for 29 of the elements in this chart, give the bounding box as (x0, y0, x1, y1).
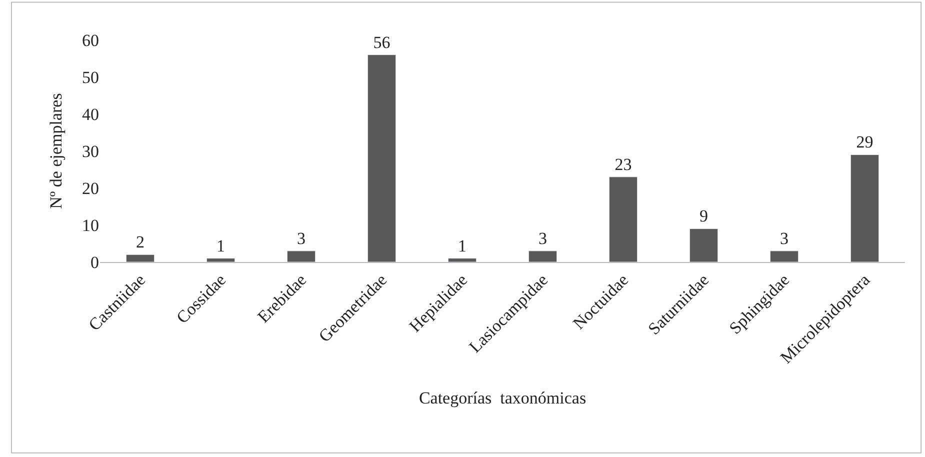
data-label: 3 (297, 228, 306, 248)
bar (850, 154, 880, 262)
bar (770, 250, 799, 262)
data-label: 29 (856, 132, 874, 152)
bar (206, 258, 236, 262)
data-label: 2 (136, 232, 144, 252)
y-tick-label: 0 (90, 252, 99, 272)
y-tick-label: 20 (82, 178, 99, 198)
bar (126, 254, 155, 262)
bar (286, 250, 316, 262)
data-label: 1 (458, 236, 466, 256)
bar (689, 228, 718, 262)
y-axis-title: Nº de ejemplares (46, 93, 66, 209)
data-label: 3 (538, 228, 547, 248)
y-tick-label: 60 (82, 30, 99, 50)
y-tick-label: 30 (82, 142, 99, 161)
y-tick-label: 40 (82, 104, 99, 124)
data-label: 3 (780, 228, 788, 248)
y-tick-label: 50 (82, 68, 99, 87)
bar (608, 176, 638, 262)
y-tick-label: 10 (82, 216, 99, 235)
x-axis-title: Categorías taxonómicas (418, 388, 586, 408)
data-label: 56 (373, 32, 390, 52)
bar (448, 258, 477, 262)
data-label: 9 (700, 206, 708, 226)
data-label: 1 (216, 236, 225, 256)
data-label: 23 (614, 154, 632, 174)
bar (367, 54, 396, 262)
bar (528, 250, 558, 262)
